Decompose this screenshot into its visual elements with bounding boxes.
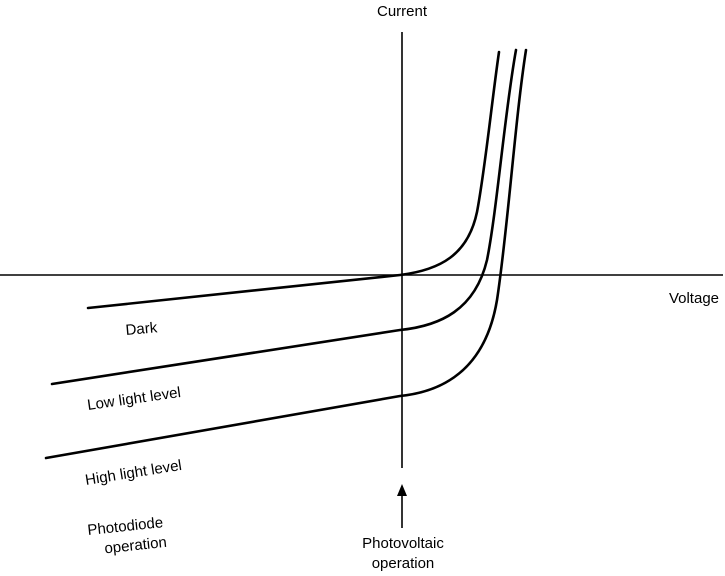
photovoltaic-line-1: Photovoltaic — [362, 535, 444, 552]
photovoltaic-line-2: operation — [372, 555, 435, 572]
x-axis-label: Voltage — [669, 290, 719, 307]
high-light-curve — [44, 48, 528, 460]
dark-curve-label: Dark — [125, 319, 159, 339]
photovoltaic-arrow-head — [397, 484, 407, 496]
photodiode-operation-label: Photodiode operation — [87, 514, 168, 557]
low-light-curve — [50, 48, 518, 386]
dark-curve — [86, 50, 501, 310]
photodiode-line-2: operation — [104, 534, 168, 557]
y-axis-label: Current — [377, 3, 428, 20]
high-light-curve-label: High light level — [84, 457, 183, 489]
low-light-curve-label: Low light level — [86, 384, 182, 414]
